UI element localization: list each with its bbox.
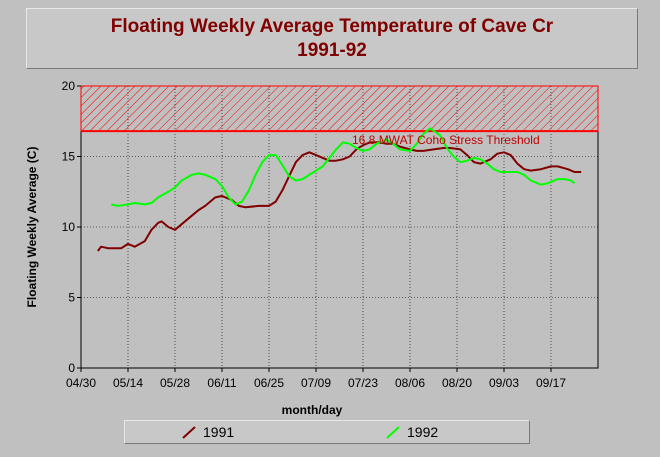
legend-label-1991: 1991	[203, 424, 235, 440]
x-tick-label: 09/17	[536, 376, 566, 390]
x-axis-title: month/day	[282, 403, 343, 417]
legend: 1991 1992	[124, 420, 530, 444]
x-tick-label: 08/20	[442, 376, 472, 390]
y-tick-label: 15	[62, 150, 76, 164]
threshold-label: 16.8 MWAT Coho Stress Threshold	[352, 133, 540, 147]
series-line-1991	[97, 141, 582, 252]
x-tick-label: 04/30	[66, 376, 96, 390]
y-tick-label: 5	[68, 291, 75, 305]
legend-swatch-1991	[182, 426, 196, 439]
x-tick-label: 06/25	[254, 376, 284, 390]
series-line-1992	[110, 127, 576, 207]
chart-title: Floating Weekly Average Temperature of C…	[110, 16, 554, 37]
x-tick-label: 07/09	[301, 376, 331, 390]
x-tick-label: 05/28	[160, 376, 190, 390]
x-tick-label: 07/23	[348, 376, 378, 390]
x-tick-label: 08/06	[395, 376, 425, 390]
x-tick-label: 06/11	[207, 376, 236, 390]
threshold-hatch	[80, 85, 599, 132]
series-lines	[97, 127, 582, 252]
legend-label-1992: 1992	[407, 424, 439, 440]
legend-swatch-1992	[386, 426, 400, 439]
chart-title-box: Floating Weekly Average Temperature of C…	[26, 8, 638, 69]
x-tick-label: 09/03	[489, 376, 519, 390]
y-tick-label: 0	[68, 361, 75, 375]
x-tick-label: 05/14	[113, 376, 143, 390]
y-tick-label: 10	[62, 220, 76, 234]
threshold-band	[80, 85, 599, 133]
y-tick-label: 20	[62, 79, 76, 93]
axes: 0 5 10 15 20 04/30 05/14 05/28 06/11 06/25 07/09 07…	[62, 79, 567, 390]
chart-subtitle: 1991-92	[297, 40, 367, 61]
y-axis-title: Floating Weekly Average (C)	[25, 147, 39, 308]
